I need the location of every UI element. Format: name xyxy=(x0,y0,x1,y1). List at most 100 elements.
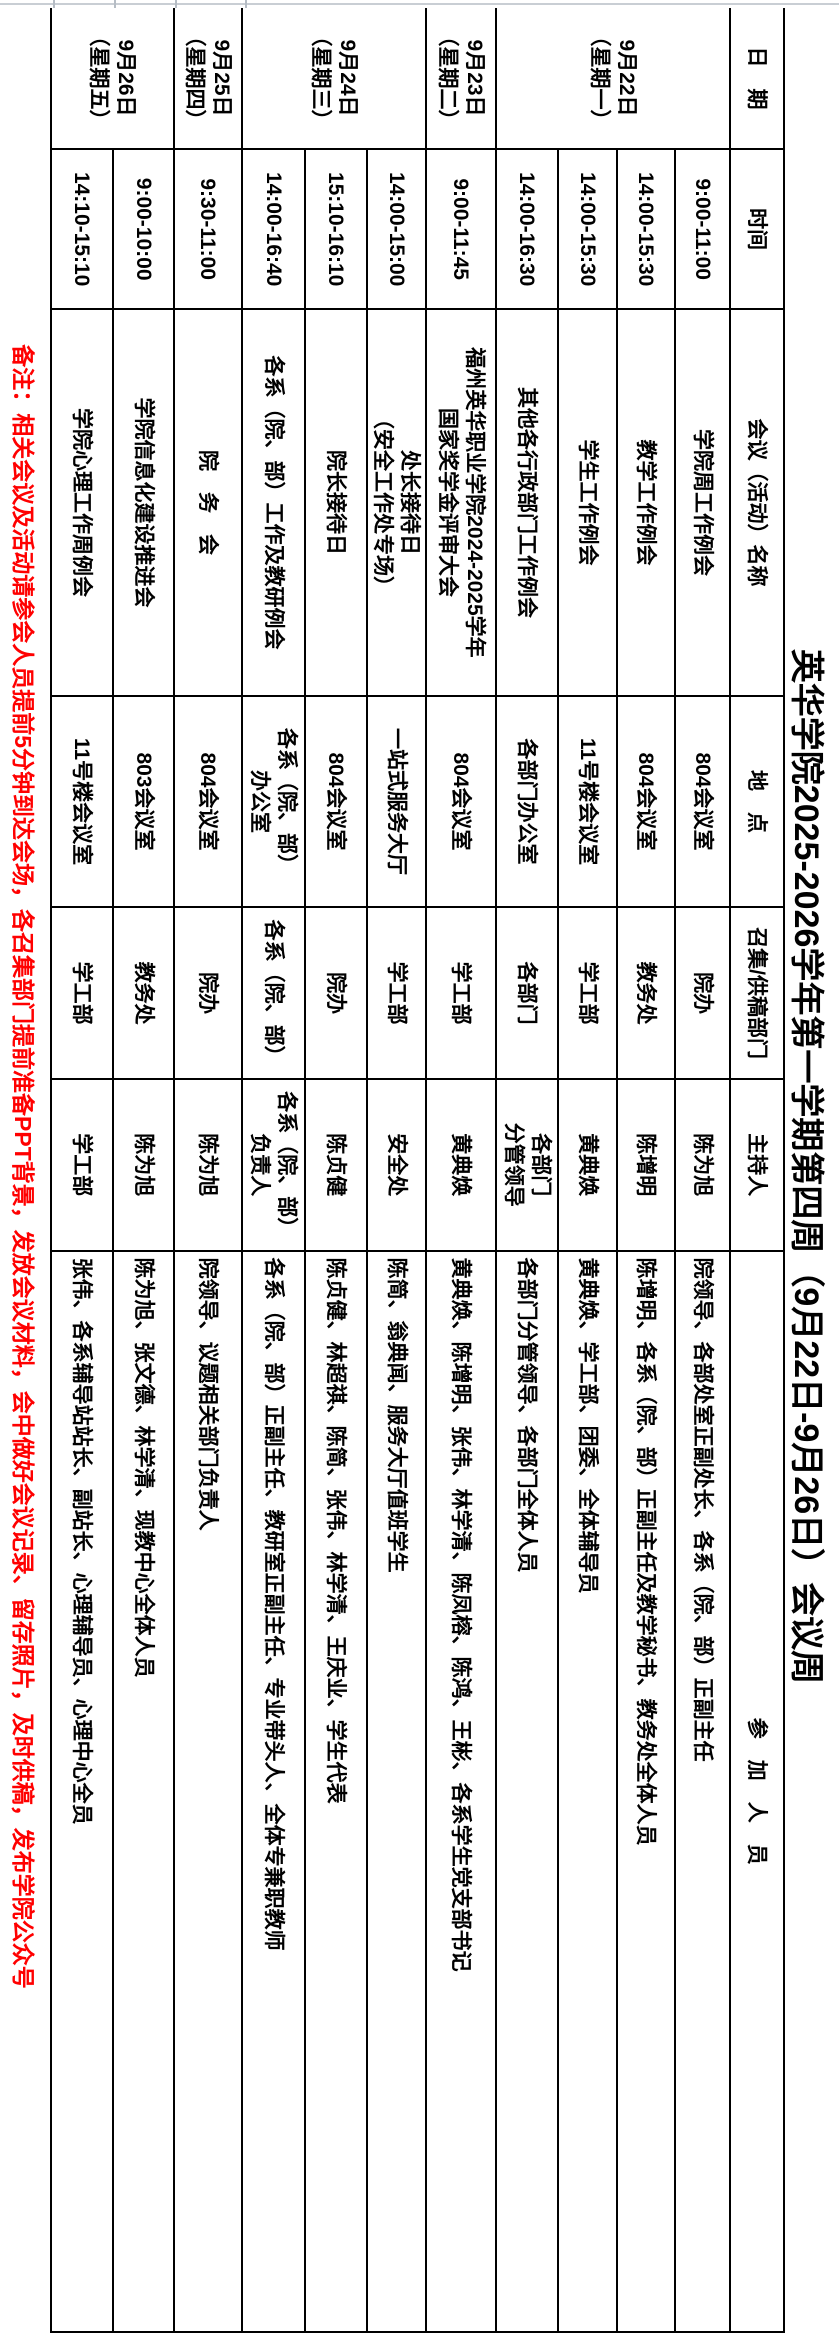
host-cell: 陈贞健 xyxy=(305,1078,367,1251)
table-row: 9月23日 （星期二） 9:00-11:45 福州英华职业学院2024-2025… xyxy=(426,8,496,2332)
table-row: 15:10-16:10 院长接待日 804会议室 院办 陈贞健 陈贞健、林超祺、… xyxy=(305,8,367,2332)
meeting-name-cell: 教学工作例会 xyxy=(617,309,675,696)
header-participants: 参 加 人 员 xyxy=(730,1250,784,2332)
host-cell: 陈增明 xyxy=(617,1078,675,1251)
meeting-name-cell: 院长接待日 xyxy=(305,309,367,696)
remark-note: 备注：相关会议及活动请参会人员提前5分钟到达会场，各召集部门提前准备PPT背景，… xyxy=(10,344,36,1989)
host-cell: 陈为旭 xyxy=(174,1078,242,1251)
date-cell: 9月25日 （星期四） xyxy=(174,8,242,150)
table-row: 14:00-16:30 其他各行政部门工作例会 各部门办公室 各部门 各部门 分… xyxy=(496,8,558,2332)
meeting-name-cell: 院 务 会 xyxy=(174,309,242,696)
host-cell: 黄典焕 xyxy=(558,1078,617,1251)
header-host: 主持人 xyxy=(730,1078,784,1251)
department-cell: 院办 xyxy=(305,907,367,1079)
location-cell: 11号楼会议室 xyxy=(51,695,113,908)
sheet-gridline-tick xyxy=(53,0,55,8)
sheet-gridline xyxy=(0,3,839,5)
location-cell: 804会议室 xyxy=(617,695,675,908)
time-cell: 14:00-16:40 xyxy=(242,149,305,310)
meeting-name-cell: 学生工作例会 xyxy=(558,309,617,696)
location-cell: 803会议室 xyxy=(113,695,174,908)
department-cell: 学工部 xyxy=(51,907,113,1079)
participants-cell: 张伟、各系辅导站站长、副站长、心理辅导员、心理中心全员 xyxy=(51,1250,113,2332)
host-cell: 黄典焕 xyxy=(426,1078,496,1251)
sheet-gridline-tick xyxy=(175,0,177,8)
department-cell: 学工部 xyxy=(426,907,496,1079)
header-department: 召集/供稿部门 xyxy=(730,907,784,1079)
participants-cell: 陈增明、各系（院、部）正副主任及教学秘书、教务处全体人员 xyxy=(617,1250,675,2332)
host-cell: 陈为旭 xyxy=(675,1078,730,1251)
meeting-name-cell: 处长接待日 （安全工作处专场） xyxy=(367,309,426,696)
header-time: 时间 xyxy=(730,149,784,310)
time-cell: 15:10-16:10 xyxy=(305,149,367,310)
location-cell: 804会议室 xyxy=(426,695,496,908)
header-row: 日 期 时间 会议（活动）名称 地 点 召集/供稿部门 主持人 参 加 人 员 xyxy=(730,8,784,2332)
page-title: 英华学院2025-2026学年第一学期第四周（9月22日-9月26日）会议周 xyxy=(787,648,825,1685)
date-cell: 9月22日 （星期一） xyxy=(496,8,730,150)
table-row: 9月24日 （星期三） 14:00-15:00 处长接待日 （安全工作处专场） … xyxy=(242,8,426,2332)
meeting-name-cell: 学院心理工作周例会 xyxy=(51,309,113,696)
meeting-name-cell: 其他各行政部门工作例会 xyxy=(496,309,558,696)
location-cell: 804会议室 xyxy=(305,695,367,908)
location-cell: 804会议室 xyxy=(174,695,242,908)
time-cell: 9:00-10:00 xyxy=(113,149,174,310)
time-cell: 9:00-11:00 xyxy=(675,149,730,310)
table-row: 9月25日 （星期四） 9:30-11:00 院 务 会 804会议室 院办 陈… xyxy=(174,8,242,2332)
department-cell: 院办 xyxy=(675,907,730,1079)
location-cell: 各系（院、部） 办公室 xyxy=(242,695,305,908)
table-row: 9月22日 （星期一） 9:00-11:00 学院周工作例会 804会议室 院办… xyxy=(496,8,730,2332)
host-cell: 陈为旭 xyxy=(113,1078,174,1251)
host-cell: 各部门 分管领导 xyxy=(496,1078,558,1251)
date-cell: 9月23日 （星期二） xyxy=(426,8,496,150)
department-cell: 各部门 xyxy=(496,907,558,1079)
department-cell: 教务处 xyxy=(113,907,174,1079)
host-cell: 学工部 xyxy=(51,1078,113,1251)
meeting-name-cell: 福州英华职业学院2024-2025学年 国家奖学金评审大会 xyxy=(426,309,496,696)
time-cell: 14:00-15:30 xyxy=(558,149,617,310)
host-cell: 安全处 xyxy=(367,1078,426,1251)
participants-cell: 院领导、议题相关部门负责人 xyxy=(174,1250,242,2332)
participants-cell: 各部门分管领导、各部门全体人员 xyxy=(496,1250,558,2332)
host-cell: 各系（院、部） 负责人 xyxy=(242,1078,305,1251)
department-cell: 学工部 xyxy=(367,907,426,1079)
table-row: 9月26日 （星期五） 9:00-10:00 学院信息化建设推进会 803会议室… xyxy=(51,8,174,2332)
participants-cell: 陈贞健、林超祺、陈简、张伟、林学清、王庆业、学生代表 xyxy=(305,1250,367,2332)
header-meeting-name: 会议（活动）名称 xyxy=(730,309,784,696)
time-cell: 9:30-11:00 xyxy=(174,149,242,310)
location-cell: 一站式服务大厅 xyxy=(367,695,426,908)
department-cell: 教务处 xyxy=(617,907,675,1079)
participants-cell: 黄典焕、学工部、团委、全体辅导员 xyxy=(558,1250,617,2332)
schedule-table: 日 期 时间 会议（活动）名称 地 点 召集/供稿部门 主持人 参 加 人 员 … xyxy=(50,8,785,2333)
date-cell: 9月24日 （星期三） xyxy=(242,8,426,150)
header-date: 日 期 xyxy=(730,8,784,150)
participants-cell: 院领导、各部处室正副处长、各系（院、部）正副主任 xyxy=(675,1250,730,2332)
department-cell: 院办 xyxy=(174,907,242,1079)
time-cell: 14:10-15:10 xyxy=(51,149,113,310)
time-cell: 14:00-16:30 xyxy=(496,149,558,310)
location-cell: 11号楼会议室 xyxy=(558,695,617,908)
participants-cell: 各系（院、部）正副主任、教研室正副主任、专业带头人、全体专兼职教师 xyxy=(242,1250,305,2332)
table-row: 14:00-16:40 各系（院、部）工作及教研例会 各系（院、部） 办公室 各… xyxy=(242,8,305,2332)
date-cell: 9月26日 （星期五） xyxy=(51,8,174,150)
meeting-name-cell: 各系（院、部）工作及教研例会 xyxy=(242,309,305,696)
time-cell: 9:00-11:45 xyxy=(426,149,496,310)
participants-cell: 陈简、翁典闻、服务大厅值班学生 xyxy=(367,1250,426,2332)
location-cell: 各部门办公室 xyxy=(496,695,558,908)
location-cell: 804会议室 xyxy=(675,695,730,908)
sheet-gridline-tick xyxy=(245,0,247,8)
meeting-name-cell: 学院周工作例会 xyxy=(675,309,730,696)
department-cell: 各系（院、部） xyxy=(242,907,305,1079)
sheet-gridline-tick xyxy=(114,0,116,8)
meeting-name-cell: 学院信息化建设推进会 xyxy=(113,309,174,696)
department-cell: 学工部 xyxy=(558,907,617,1079)
participants-cell: 黄典焕、陈增明、张伟、林学清、陈凤榕、陈鸿、王彬、各系学生党支部书记 xyxy=(426,1250,496,2332)
participants-cell: 陈为旭、张文德、林学清、现教中心全体人员 xyxy=(113,1250,174,2332)
header-location: 地 点 xyxy=(730,695,784,908)
time-cell: 14:00-15:30 xyxy=(617,149,675,310)
table-row: 14:00-15:30 教学工作例会 804会议室 教务处 陈增明 陈增明、各系… xyxy=(617,8,675,2332)
time-cell: 14:00-15:00 xyxy=(367,149,426,310)
table-row: 14:10-15:10 学院心理工作周例会 11号楼会议室 学工部 学工部 张伟… xyxy=(51,8,113,2332)
table-row: 14:00-15:30 学生工作例会 11号楼会议室 学工部 黄典焕 黄典焕、学… xyxy=(558,8,617,2332)
